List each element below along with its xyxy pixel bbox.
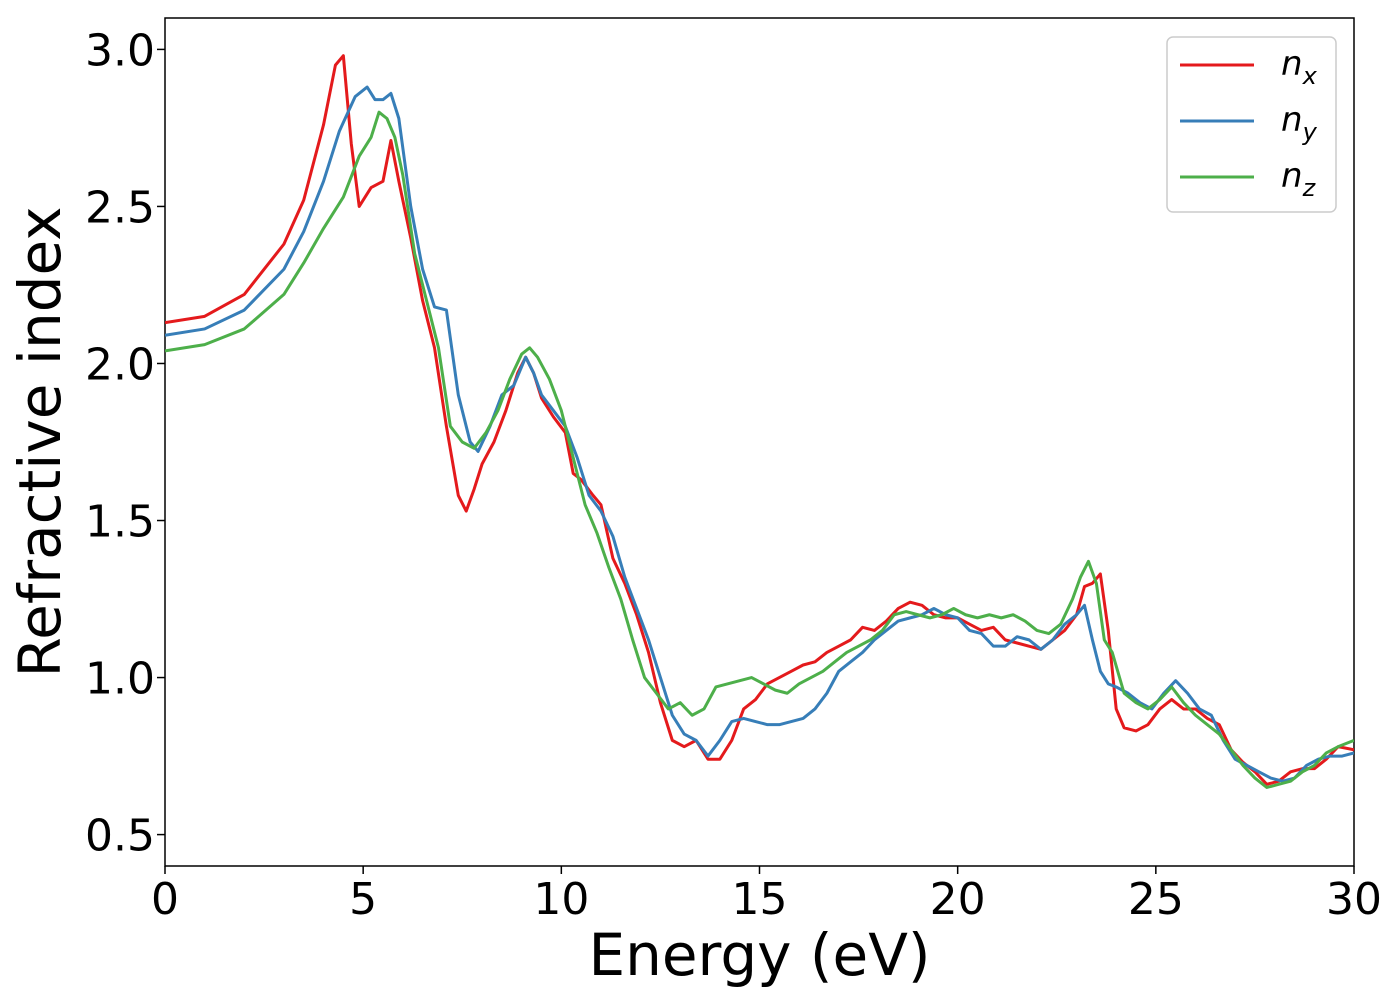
x-tick-label: 0 xyxy=(151,874,179,925)
y-axis-ticks: 0.5 1.0 1.5 2.0 2.5 3.0 xyxy=(85,25,165,862)
y-tick-label: 1.0 xyxy=(85,654,155,705)
legend-box xyxy=(1166,36,1337,213)
y-tick-label: 1.5 xyxy=(85,497,155,548)
legend: nx ny nz xyxy=(1166,36,1337,213)
y-axis-title: Refractive index xyxy=(6,206,74,677)
y-tick-label: 0.5 xyxy=(85,811,155,862)
x-axis-title: Energy (eV) xyxy=(588,921,930,989)
x-tick-label: 25 xyxy=(1128,874,1184,925)
legend-label-y: ny xyxy=(1281,100,1318,146)
y-tick-label: 3.0 xyxy=(85,25,155,76)
legend-label-z: nz xyxy=(1281,156,1317,202)
x-tick-label: 10 xyxy=(533,874,589,925)
series-line-z xyxy=(165,110,1354,789)
legend-label-x: nx xyxy=(1281,44,1318,90)
series-line-x xyxy=(165,54,1354,786)
x-axis-ticks: 0 5 10 15 20 25 30 xyxy=(151,866,1382,925)
x-tick-label: 5 xyxy=(349,874,377,925)
x-tick-label: 20 xyxy=(930,874,986,925)
x-tick-label: 15 xyxy=(732,874,788,925)
x-tick-label: 30 xyxy=(1326,874,1382,925)
y-tick-label: 2.0 xyxy=(85,339,155,390)
series-group xyxy=(165,54,1354,789)
y-tick-label: 2.5 xyxy=(85,182,155,233)
